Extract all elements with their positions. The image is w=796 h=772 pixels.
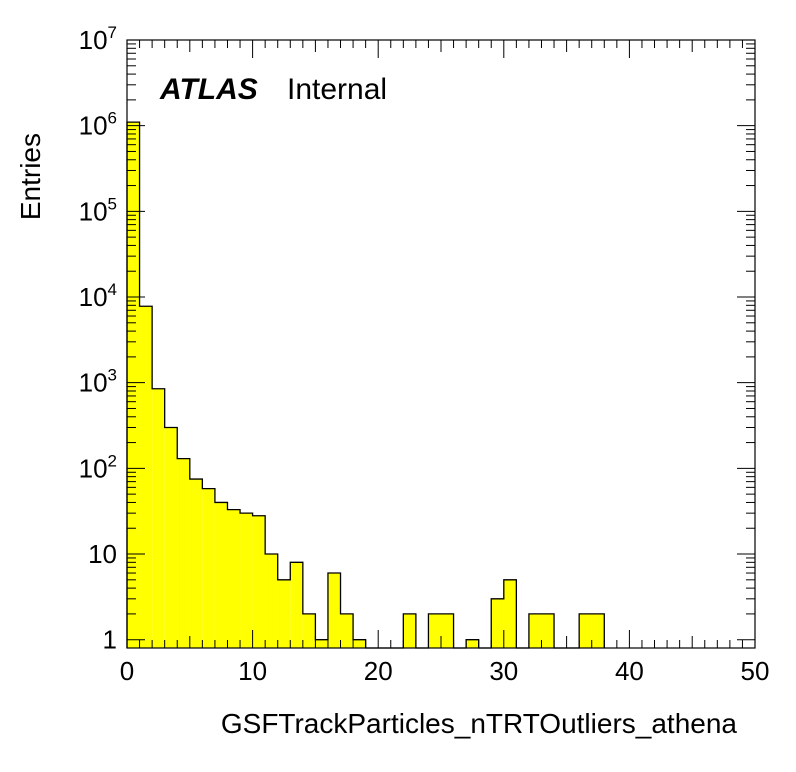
y-tick-label: 1 bbox=[103, 625, 117, 655]
x-tick-label: 10 bbox=[238, 656, 267, 686]
histogram-bin bbox=[491, 598, 504, 648]
x-tick-labels: 0 10 20 30 40 50 bbox=[120, 656, 770, 686]
y-tick-label: 103 bbox=[79, 366, 117, 398]
histogram-bin bbox=[189, 479, 203, 648]
histogram-bin bbox=[340, 613, 354, 648]
plot-frame bbox=[126, 39, 756, 649]
histogram-bin bbox=[466, 639, 479, 648]
y-tick-label: 107 bbox=[79, 23, 117, 55]
y-tick-label: 106 bbox=[79, 109, 117, 141]
x-axis-title: GSFTrackParticles_nTRTOutliers_athena bbox=[221, 708, 738, 739]
histogram-bin bbox=[202, 488, 215, 648]
histogram-bin bbox=[403, 613, 416, 648]
y-tick-label: 10 bbox=[88, 539, 117, 569]
histogram-bin bbox=[227, 509, 241, 648]
x-tick-label: 40 bbox=[615, 656, 644, 686]
histogram-bin bbox=[591, 613, 605, 648]
x-tick-label: 30 bbox=[489, 656, 518, 686]
atlas-status-label: Internal bbox=[287, 73, 387, 106]
histogram-bin bbox=[164, 427, 178, 648]
y-tick-label: 102 bbox=[79, 451, 117, 483]
histogram-bin bbox=[152, 388, 165, 648]
y-tick-labels: 1 10 102 103 104 105 106 107 bbox=[79, 23, 117, 655]
histogram-bin bbox=[127, 122, 140, 649]
x-tick-label: 50 bbox=[741, 656, 770, 686]
histogram-bin bbox=[265, 554, 278, 648]
x-tick-label: 20 bbox=[364, 656, 393, 686]
histogram-bin bbox=[214, 502, 228, 648]
histogram-bin bbox=[240, 513, 253, 648]
histogram-bin bbox=[290, 562, 303, 648]
histogram-bin bbox=[579, 613, 592, 648]
histogram-bin bbox=[428, 613, 441, 648]
histogram-bin bbox=[441, 613, 454, 648]
histogram-bin bbox=[177, 458, 190, 648]
x-tick-label: 0 bbox=[120, 656, 134, 686]
histogram-bin bbox=[252, 515, 266, 648]
histogram-bin bbox=[541, 613, 555, 648]
histogram-bin bbox=[353, 639, 366, 648]
histogram-bin bbox=[139, 306, 153, 648]
histogram-bin bbox=[277, 579, 291, 648]
histogram-bin bbox=[315, 639, 328, 648]
atlas-label: ATLAS bbox=[159, 73, 258, 106]
histogram-bin bbox=[528, 613, 542, 648]
histogram-bins bbox=[126, 121, 605, 649]
histogram-bin bbox=[327, 573, 341, 648]
y-axis-title: Entries bbox=[15, 133, 46, 220]
histogram-bin bbox=[503, 579, 517, 648]
y-tick-label: 104 bbox=[79, 280, 117, 312]
histogram-outline bbox=[126, 121, 605, 649]
y-tick-label: 105 bbox=[79, 194, 117, 226]
histogram-bin bbox=[302, 613, 316, 648]
